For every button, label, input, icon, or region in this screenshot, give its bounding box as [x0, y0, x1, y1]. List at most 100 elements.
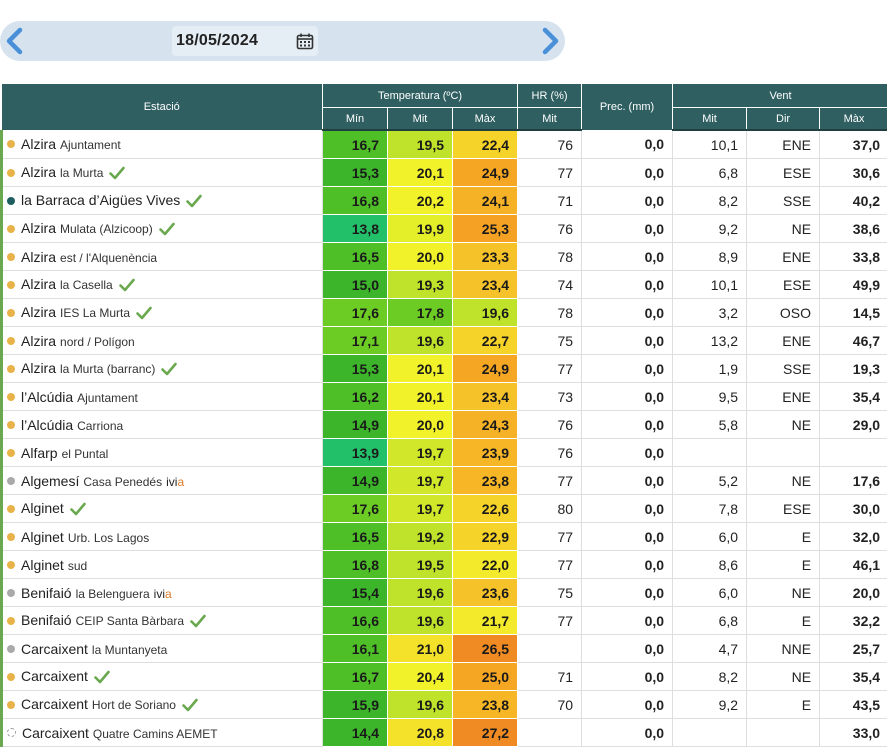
table-row[interactable]: Carcaixent 16,7 20,4 25,0 71 0,0 8,2 NE 35,4 [0, 662, 887, 691]
station-cell[interactable]: Alginet sud [0, 550, 323, 579]
calendar-icon[interactable] [296, 33, 314, 50]
temp-min-cell: 14,4 [322, 718, 388, 747]
precipitation-cell: 0,0 [581, 382, 674, 411]
precipitation-cell: 0,0 [581, 662, 674, 691]
temp-mit-cell: 19,3 [387, 270, 453, 299]
table-row[interactable]: Alzira est / l'Alquenència 16,5 20,0 23,3 78 0… [0, 242, 887, 271]
station-cell[interactable]: Alzira la Murta (barranc) [0, 354, 323, 383]
station-cell[interactable]: Alzira la Murta [0, 158, 323, 187]
humidity-cell: 77 [517, 550, 583, 579]
wind-mit-cell: 3,2 [672, 298, 748, 327]
header-temp-mit[interactable]: Mit [387, 107, 453, 131]
wind-mit-cell [672, 718, 748, 747]
station-cell[interactable]: Alzira nord / Polígon [0, 326, 323, 355]
table-row[interactable]: la Barraca d’Aigües Vives 16,8 20,2 24,1 71 0… [0, 186, 887, 215]
header-hr-mit[interactable]: Mit [517, 107, 583, 131]
temp-mit-cell: 19,6 [387, 326, 453, 355]
temp-mit-cell: 19,2 [387, 522, 453, 551]
station-cell[interactable]: Alzira est / l'Alquenència [0, 242, 323, 271]
table-row[interactable]: Alzira nord / Polígon 17,1 19,6 22,7 75 0,0 13,… [0, 326, 887, 355]
wind-mit-cell: 9,2 [672, 690, 748, 719]
station-cell[interactable]: Benifaió la Belenguera ivia [0, 578, 323, 607]
station-cell[interactable]: Alginet Urb. Los Lagos [0, 522, 323, 551]
wind-mit-cell: 5,2 [672, 466, 748, 495]
table-row[interactable]: Alginet sud 16,8 19,5 22,0 77 0,0 8,6 E 46,1 [0, 550, 887, 579]
header-station[interactable]: Estació [1, 84, 323, 130]
status-dot-icon [7, 280, 15, 289]
wind-mit-cell: 6,0 [672, 522, 748, 551]
table-row[interactable]: Alzira la Murta 15,3 20,1 24,9 77 0,0 6,8 ESE 30,… [0, 158, 887, 187]
station-cell[interactable]: Alginet [0, 494, 323, 523]
humidity-cell: 70 [517, 690, 583, 719]
station-cell[interactable]: Carcaixent Hort de Soriano [0, 690, 323, 719]
station-town: la Barraca d’Aigües Vives [21, 192, 181, 209]
header-humidity[interactable]: HR (%) [517, 84, 583, 108]
wind-max-cell: 19,3 [819, 354, 887, 383]
wind-dir-cell [746, 718, 821, 747]
table-row[interactable]: Algemesí Casa Penedés ivia 14,9 19,7 23,8 77 0,… [0, 466, 887, 495]
temp-max-cell: 27,2 [452, 718, 519, 747]
checkmark-icon [109, 166, 126, 180]
header-temperature[interactable]: Temperatura (ºC) [322, 84, 519, 108]
table-row[interactable]: Benifaió la Belenguera ivia 15,4 19,6 23,6 75 0… [0, 578, 887, 607]
temp-mit-cell: 19,5 [387, 550, 453, 579]
station-cell[interactable]: Algemesí Casa Penedés ivia [0, 466, 323, 495]
checkmark-icon [182, 698, 198, 712]
table-row[interactable]: Benifaió CEIP Santa Bàrbara 16,6 19,6 21,7 77… [0, 606, 887, 635]
date-field[interactable]: 18/05/2024 [172, 26, 318, 56]
wind-max-cell: 32,0 [819, 522, 887, 551]
temp-min-cell: 16,5 [322, 522, 388, 551]
wind-max-cell: 17,6 [819, 466, 887, 495]
precipitation-cell: 0,0 [581, 606, 674, 635]
table-row[interactable]: Alzira Ajuntament 16,7 19,5 22,4 76 0,0 10,1 ENE… [0, 130, 887, 159]
table-row[interactable]: Carcaixent Hort de Soriano 15,9 19,6 23,8 70 0… [0, 690, 887, 719]
temp-min-cell: 16,8 [322, 186, 388, 215]
header-wind-dir[interactable]: Dir [746, 107, 821, 131]
station-cell[interactable]: Carcaixent la Muntanyeta [0, 634, 323, 663]
header-temp-max[interactable]: Màx [452, 107, 519, 131]
station-place: est / l'Alquenència [60, 250, 158, 265]
station-place: sud [67, 558, 88, 573]
table-row[interactable]: Alginet Urb. Los Lagos 16,5 19,2 22,9 77 0,0 6,… [0, 522, 887, 551]
humidity-cell: 74 [517, 270, 583, 299]
header-wind[interactable]: Vent [672, 84, 887, 108]
header-wind-mit[interactable]: Mit [672, 107, 748, 131]
temp-max-cell: 25,0 [452, 662, 519, 691]
wind-max-cell: 35,4 [819, 662, 887, 691]
table-row[interactable]: Alginet 17,6 19,7 22,6 80 0,0 7,8 ESE 30,0 [0, 494, 887, 523]
station-cell[interactable]: Carcaixent Quatre Camins AEMET [0, 718, 323, 747]
precipitation-cell: 0,0 [581, 326, 674, 355]
station-cell[interactable]: Alfarp el Puntal [0, 438, 323, 467]
header-precipitation[interactable]: Prec. (mm) [581, 84, 674, 130]
table-row[interactable]: Alzira Mulata (Alzicoop) 13,8 19,9 25,3 76 0,0… [0, 214, 887, 243]
table-row[interactable]: Carcaixent Quatre Camins AEMET 14,4 20,8 27,… [0, 718, 887, 747]
humidity-cell: 76 [517, 438, 583, 467]
header-temp-min[interactable]: Mín [322, 107, 388, 131]
table-row[interactable]: Alzira IES La Murta 17,6 17,8 19,6 78 0,0 3,2 OS… [0, 298, 887, 327]
temp-max-cell: 23,6 [452, 578, 519, 607]
temp-mit-cell: 21,0 [387, 634, 453, 663]
table-row[interactable]: Alzira la Casella 15,0 19,3 23,4 74 0,0 10,1 ESE… [0, 270, 887, 299]
station-cell[interactable]: Benifaió CEIP Santa Bàrbara [0, 606, 323, 635]
table-row[interactable]: l’Alcúdia Ajuntament 16,2 20,1 23,4 73 0,0 9,5 E… [0, 382, 887, 411]
station-cell[interactable]: Carcaixent [0, 662, 323, 691]
station-place: Carriona [77, 418, 124, 433]
wind-max-cell: 33,8 [819, 242, 887, 271]
header-wind-max[interactable]: Màx [819, 107, 887, 131]
station-cell[interactable]: Alzira Mulata (Alzicoop) [0, 214, 323, 243]
chevron-left-icon[interactable] [2, 27, 28, 55]
station-cell[interactable]: Alzira Ajuntament [0, 130, 323, 159]
station-cell[interactable]: l’Alcúdia Ajuntament [0, 382, 323, 411]
table-row[interactable]: l’Alcúdia Carriona 14,9 20,0 24,3 76 0,0 5,8 NE 2… [0, 410, 887, 439]
station-cell[interactable]: l’Alcúdia Carriona [0, 410, 323, 439]
table-row[interactable]: Alfarp el Puntal 13,9 19,7 23,9 76 0,0 [0, 438, 887, 467]
wind-dir-cell [746, 438, 821, 467]
station-cell[interactable]: la Barraca d’Aigües Vives [0, 186, 323, 215]
table-row[interactable]: Alzira la Murta (barranc) 15,3 20,1 24,9 77 0,… [0, 354, 887, 383]
station-cell[interactable]: Alzira IES La Murta [0, 298, 323, 327]
chevron-right-icon[interactable] [537, 27, 563, 55]
precipitation-cell: 0,0 [581, 186, 674, 215]
table-row[interactable]: Carcaixent la Muntanyeta 16,1 21,0 26,5 0,0 4,… [0, 634, 887, 663]
station-cell[interactable]: Alzira la Casella [0, 270, 323, 299]
humidity-cell: 77 [517, 522, 583, 551]
